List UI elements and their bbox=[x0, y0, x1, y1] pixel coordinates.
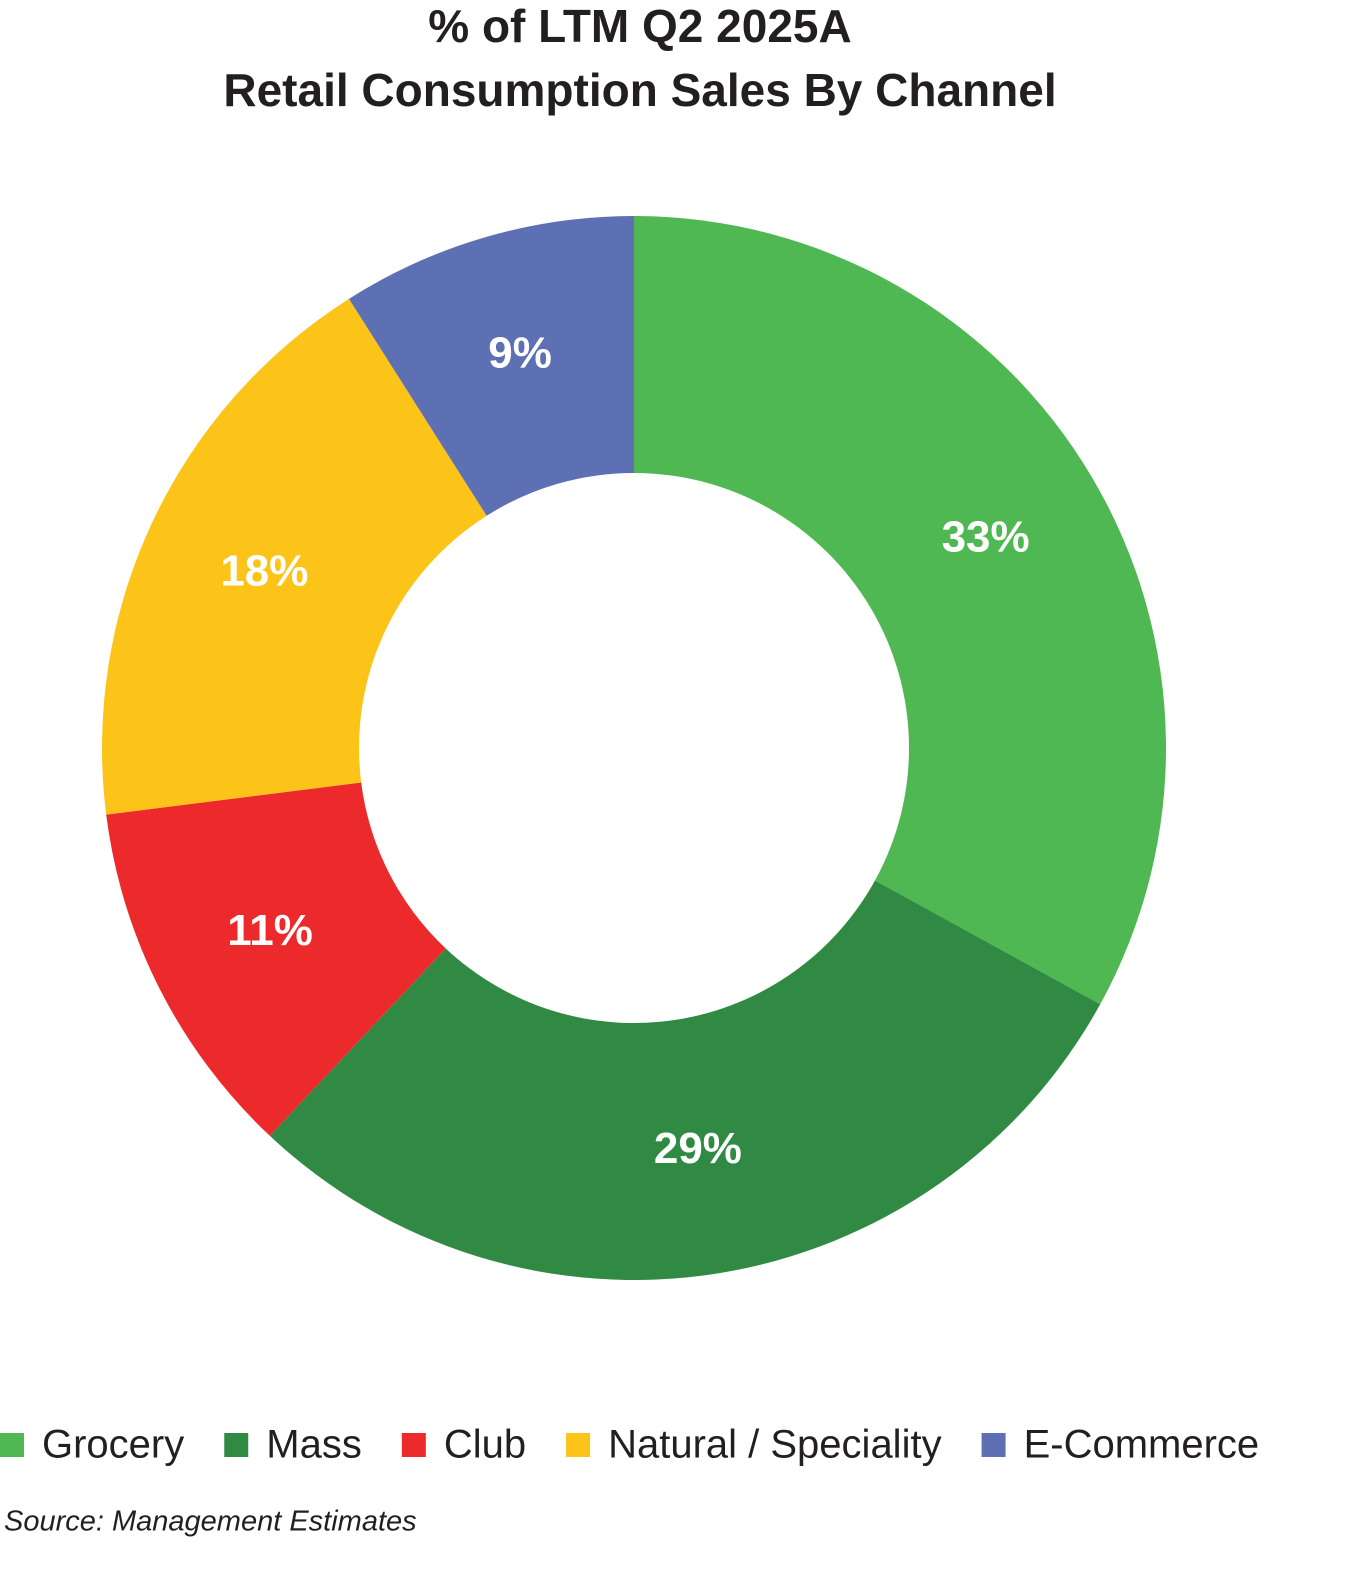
source-note: Source: Management Estimates bbox=[4, 1506, 417, 1538]
legend-swatch bbox=[224, 1433, 249, 1457]
legend-label: E-Commerce bbox=[1024, 1423, 1260, 1467]
legend-swatch bbox=[981, 1433, 1006, 1457]
value-label: 33% bbox=[942, 513, 1030, 562]
legend-label: Natural / Speciality bbox=[608, 1423, 941, 1467]
donut-slice bbox=[634, 216, 1167, 1005]
value-label: 29% bbox=[654, 1124, 742, 1173]
legend-label: Club bbox=[444, 1423, 526, 1467]
legend-swatch bbox=[566, 1433, 591, 1457]
donut-slice bbox=[269, 880, 1101, 1281]
legend-label: Grocery bbox=[42, 1423, 184, 1467]
chart-subtitle: Retail Consumption Sales By Channel bbox=[223, 64, 1056, 116]
legend-swatch bbox=[401, 1433, 426, 1457]
donut-slice bbox=[106, 782, 446, 1136]
legend-swatch bbox=[0, 1433, 24, 1457]
donut-slice bbox=[348, 216, 634, 516]
donut-slice bbox=[101, 298, 487, 815]
value-label: 18% bbox=[220, 547, 308, 596]
value-label: 9% bbox=[488, 328, 552, 377]
chart-title: % of LTM Q2 2025A bbox=[428, 0, 851, 52]
value-label: 11% bbox=[227, 906, 313, 955]
legend-label: Mass bbox=[266, 1423, 362, 1467]
